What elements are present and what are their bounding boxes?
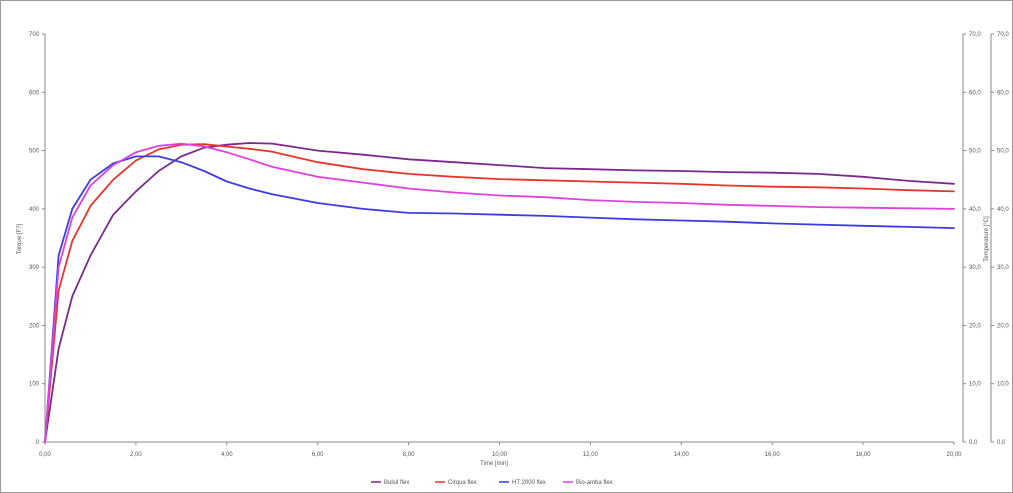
y2-tick-label: 30,0 [969,265,981,271]
y3-axis-ticks: 0,0 10,0 20,0 30,0 40,0 50,0 60,0 70,0 [991,32,1009,446]
y-tick-label: 700 [29,32,40,38]
x-tick-label: 6,00 [312,452,324,458]
x-tick-label: 0,00 [39,452,51,458]
chart-axes [44,34,992,443]
series-line-3 [44,155,955,443]
y3-tick-label: 40,0 [997,207,1009,213]
x-tick-label: 8,00 [403,452,415,458]
y-tick-label: 100 [29,382,40,388]
y2-axis-ticks: 0,0 10,0 20,0 30,0 40,0 50,0 60,0 70,0 [963,32,981,446]
y-tick-label: 200 [29,323,40,329]
y3-tick-label: 10,0 [997,382,1009,388]
series-line-2 [44,143,955,443]
y3-tick-label: 0,0 [997,440,1006,446]
series-line-1 [44,142,955,443]
y-tick-label: 600 [29,90,40,96]
x-tick-label: 16,00 [765,452,781,458]
y-tick-label: 300 [29,265,40,271]
y2-tick-label: 40,0 [969,207,981,213]
x-axis-ticks: 0,00 2,00 4,00 6,00 8,00 10,00 12,00 14,00 16,00… [39,442,962,458]
y2-tick-label: 60,0 [969,90,981,96]
x-tick-label: 14,00 [674,452,690,458]
y2-tick-label: 50,0 [969,149,981,155]
legend-label-3: HT 2000 flex [512,480,546,486]
series-lines [44,142,955,443]
x-tick-label: 20,00 [946,452,962,458]
series-line-4 [44,142,955,443]
legend-label-4: Bio-amba flex [576,480,613,486]
y-axis-ticks: 0 100 200 300 400 500 600 700 [29,32,45,446]
x-tick-label: 10,00 [492,452,508,458]
y-axis-label: Torque [F?] [17,223,23,254]
y3-tick-label: 30,0 [997,265,1009,271]
y2-tick-label: 70,0 [969,32,981,38]
y-tick-label: 400 [29,207,40,213]
y2-tick-label: 0,0 [969,440,978,446]
y3-tick-label: 60,0 [997,90,1009,96]
chart-legend: Bulsil flex Cirqua flex HT 2000 flex Bio-am… [371,480,613,486]
y-tick-label: 500 [29,149,40,155]
y2-tick-label: 10,0 [969,382,981,388]
y2-tick-label: 20,0 [969,323,981,329]
y3-tick-label: 70,0 [997,32,1009,38]
x-axis-label: Time [min] [480,461,508,467]
x-tick-label: 18,00 [856,452,872,458]
legend-label-1: Bulsil flex [384,480,409,486]
y3-tick-label: 50,0 [997,149,1009,155]
x-tick-label: 12,00 [583,452,599,458]
y3-tick-label: 20,0 [997,323,1009,329]
y-tick-label: 0 [36,440,40,446]
x-tick-label: 2,00 [130,452,142,458]
y2-axis-label: Temperature [°C] [984,216,990,262]
x-tick-label: 4,00 [221,452,233,458]
legend-label-2: Cirqua flex [448,480,477,486]
